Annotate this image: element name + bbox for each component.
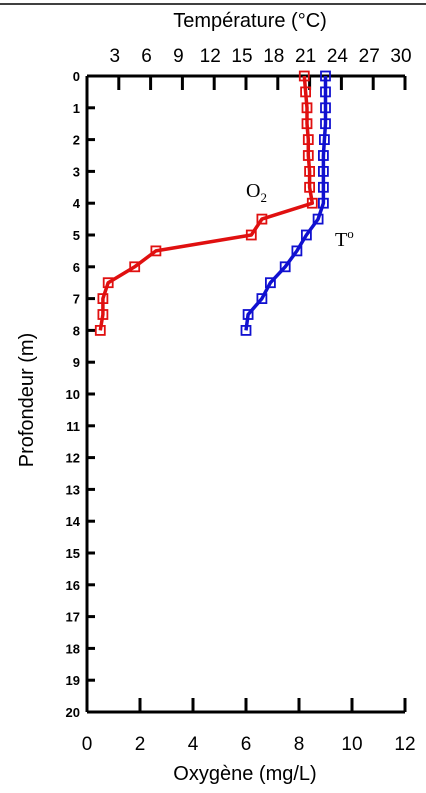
data-point-o2 (94, 324, 106, 336)
bottom-axis-tick-label: 6 (241, 734, 252, 755)
series-label-temperature: To (335, 226, 354, 251)
y-axis-tick-label: 1 (73, 101, 80, 116)
data-point-to (317, 165, 329, 177)
bottom-axis-title: Oxygène (mg/L) (173, 763, 316, 785)
data-point-to (300, 229, 312, 241)
data-point-o2 (129, 261, 141, 273)
bottom-axis-tick-label: 2 (135, 734, 146, 755)
top-axis-tick-label: 24 (327, 46, 349, 67)
data-point-to (317, 197, 329, 209)
bottom-axis-tick-label: 12 (394, 734, 415, 755)
data-point-to (320, 86, 331, 98)
data-point-o2 (301, 118, 313, 130)
data-point-to (256, 293, 268, 305)
top-axis-tick-label: 21 (295, 46, 316, 67)
data-point-o2 (102, 277, 114, 289)
top-axis-tick-label: 9 (173, 46, 184, 67)
top-axis-tick-label: 12 (200, 46, 221, 67)
y-axis-tick-label: 14 (66, 514, 81, 529)
top-axis-tick-label: 6 (141, 46, 152, 67)
data-point-o2 (304, 165, 316, 177)
data-point-o2 (302, 150, 314, 161)
top-axis-tick-label: 27 (359, 46, 380, 67)
data-point-to (312, 213, 324, 225)
y-axis-tick-label: 9 (73, 355, 80, 370)
data-point-to (320, 118, 331, 130)
data-point-o2 (301, 102, 313, 114)
y-axis-tick-label: 7 (73, 292, 80, 307)
bottom-axis-tick-label: 0 (82, 734, 93, 755)
y-axis-tick-label: 12 (66, 451, 80, 466)
data-point-o2 (97, 293, 109, 305)
y-axis-tick-label: 10 (66, 387, 80, 402)
y-axis-tick-label: 5 (73, 228, 80, 243)
data-point-o2 (302, 134, 314, 146)
y-axis-tick-label: 6 (73, 260, 80, 275)
y-axis-tick-label: 3 (73, 164, 80, 179)
series-label-o2-sub: 2 (260, 190, 267, 205)
data-point-to (317, 150, 329, 161)
data-point-o2 (298, 70, 310, 82)
series-label-o2-main: O (246, 180, 260, 202)
y-axis-tick-label: 17 (66, 610, 80, 625)
data-point-to (279, 261, 291, 273)
data-point-to (320, 70, 331, 82)
top-axis-tick-label: 18 (263, 46, 284, 67)
y-axis-tick-label: 0 (73, 69, 80, 84)
y-axis-tick-label: 15 (66, 546, 80, 561)
y-axis-tick-label: 19 (66, 673, 80, 688)
y-axis-tick-label: 11 (66, 419, 80, 434)
y-axis-tick-label: 8 (73, 323, 80, 338)
series-line-o2 (98, 75, 315, 331)
top-axis-title: Température (°C) (173, 10, 327, 32)
data-point-o2 (300, 86, 312, 98)
bottom-axis-tick-label: 8 (294, 734, 305, 755)
series-label-temperature-sup: o (347, 226, 354, 241)
data-point-o2 (306, 197, 318, 209)
data-point-to (320, 102, 331, 114)
y-axis-tick-label: 16 (66, 578, 80, 593)
y-axis-title: Profondeur (m) (16, 333, 38, 468)
y-axis-tick-label: 4 (73, 196, 81, 211)
bottom-axis-tick-label: 4 (188, 734, 199, 755)
y-axis-tick-label: 18 (66, 641, 80, 656)
data-point-o2 (256, 213, 268, 225)
y-axis-tick-label: 13 (66, 482, 80, 497)
y-axis-tick-label: 20 (66, 705, 80, 720)
y-axis-tick-label: 2 (73, 133, 80, 148)
top-axis-tick-label: 15 (231, 46, 252, 67)
series-label-o2: O2 (246, 180, 267, 205)
series-label-temperature-main: T (335, 229, 347, 251)
data-point-to (291, 245, 303, 257)
data-point-to (318, 134, 330, 146)
data-point-o2 (304, 181, 316, 193)
data-point-o2 (245, 229, 257, 241)
data-point-to (264, 277, 276, 289)
data-point-to (317, 181, 329, 193)
bottom-axis-tick-label: 10 (341, 734, 362, 755)
data-point-o2 (97, 309, 109, 320)
data-point-to (240, 324, 252, 336)
top-axis-tick-label: 3 (110, 46, 121, 67)
top-axis-tick-label: 30 (390, 46, 411, 67)
data-point-o2 (150, 245, 162, 257)
data-point-to (242, 309, 254, 320)
